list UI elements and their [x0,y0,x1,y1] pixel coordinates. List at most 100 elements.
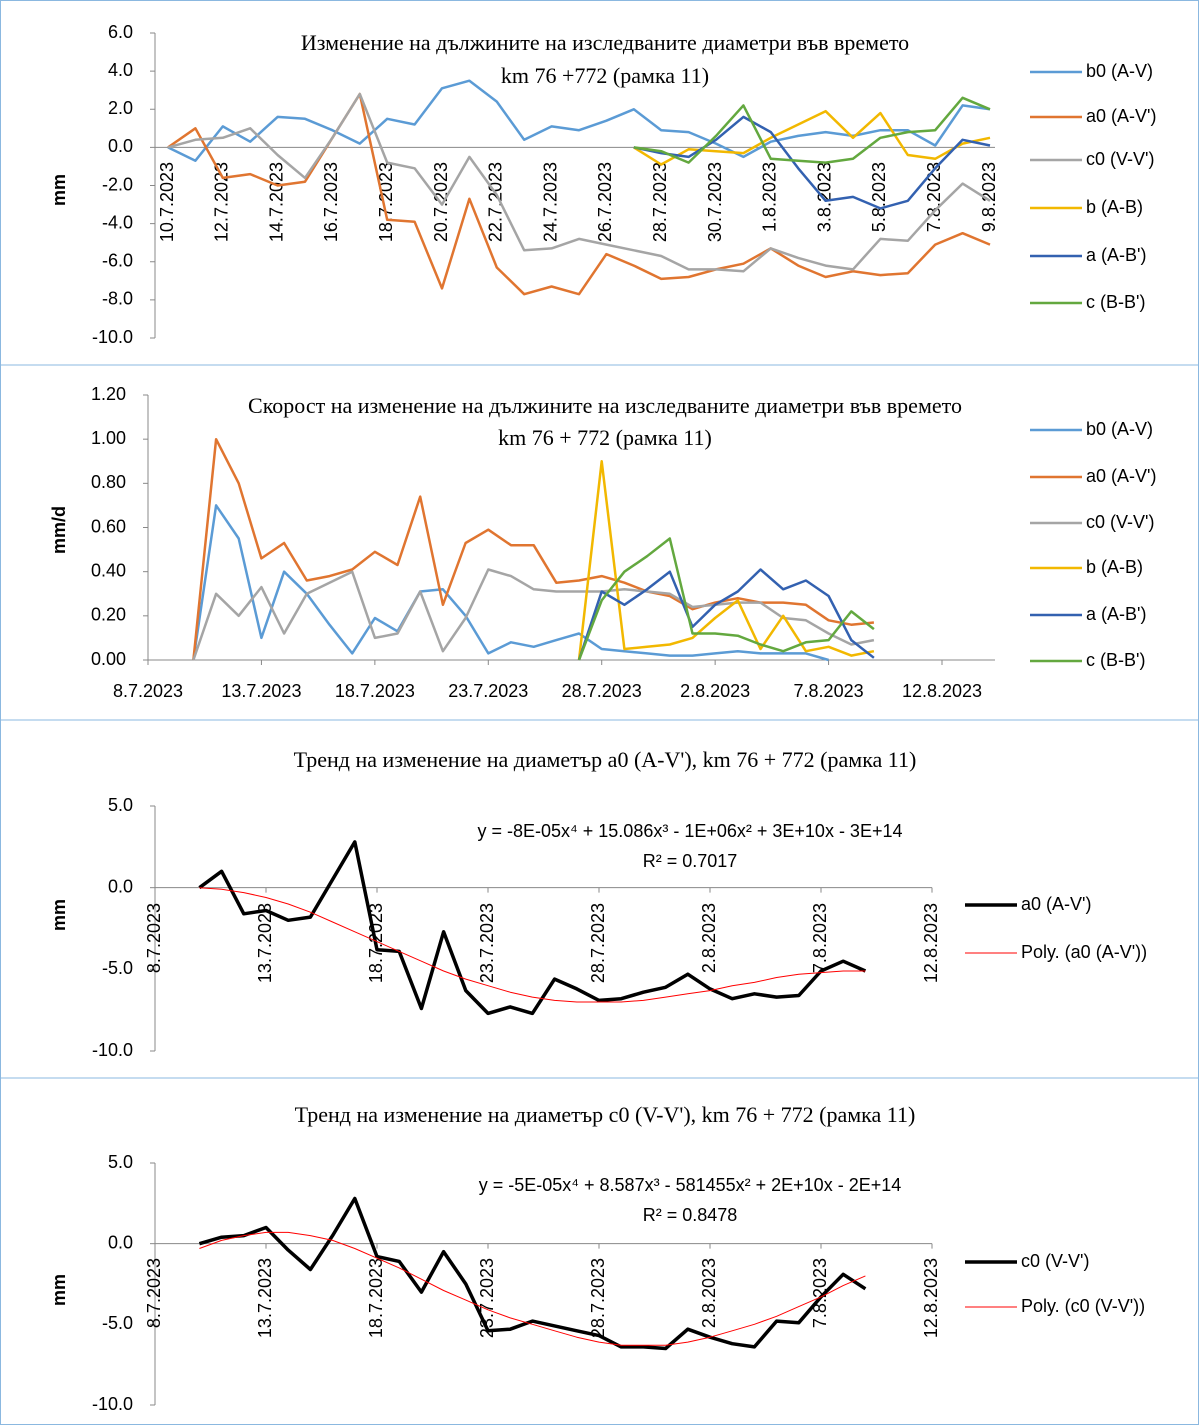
legend-label: a0 (A-V') [1086,106,1156,126]
x-tick-label: 24.7.2023 [540,162,560,242]
x-tick-label: 2.8.2023 [680,681,750,701]
y-tick-label: -8.0 [102,289,133,309]
y-tick-label: 0.00 [91,649,126,669]
chart-subtitle: km 76 + 772 (рамка 11) [498,425,712,450]
series-line [167,92,991,296]
y-tick-label: -10.0 [92,1394,133,1414]
x-tick-label: 7.8.2023 [794,681,864,701]
y-axis-label: mm [49,899,69,931]
x-tick-label: 10.7.2023 [157,162,177,242]
y-tick-label: 6.0 [108,22,133,42]
x-tick-label: 30.7.2023 [705,162,725,242]
x-tick-label: 8.7.2023 [144,1258,164,1328]
x-tick-label: 7.8.2023 [924,162,944,232]
legend-label: c0 (V-V') [1086,149,1154,169]
x-tick-label: 13.7.2023 [221,681,301,701]
chart-title: Скорост на изменение на дължините на изс… [248,393,962,418]
x-tick-label: 28.7.2023 [562,681,642,701]
x-tick-label: 16.7.2023 [321,162,341,242]
legend-label: Poly. (c0 (V-V')) [1021,1296,1145,1316]
y-tick-label: -10.0 [92,327,133,347]
series-line [577,568,875,661]
legend-label: a0 (A-V') [1021,894,1091,914]
x-tick-label: 12.8.2023 [921,903,941,983]
y-tick-label: -10.0 [92,1040,133,1060]
legend-label: a0 (A-V') [1086,466,1156,486]
x-tick-label: 9.8.2023 [979,162,999,232]
x-tick-label: 22.7.2023 [486,162,506,242]
y-tick-label: 1.00 [91,428,126,448]
x-tick-label: 2.8.2023 [699,1258,719,1328]
series-line [577,537,875,661]
y-tick-label: 0.80 [91,472,126,492]
x-tick-label: 5.8.2023 [869,162,889,232]
trend-equation: y = -8E-05x⁴ + 15.086x³ - 1E+06x² + 3E+1… [478,821,903,841]
x-tick-label: 18.7.2023 [376,162,396,242]
legend-label: b (A-B) [1086,197,1143,217]
y-axis-label: mm [49,1274,69,1306]
y-axis-label: mm/d [49,506,69,554]
x-tick-label: 7.8.2023 [810,1258,830,1328]
x-tick-label: 13.7.2023 [255,1258,275,1338]
series-line [167,92,991,273]
x-tick-label: 13.7.2023 [255,903,275,983]
x-tick-label: 2.8.2023 [699,903,719,973]
y-tick-label: 0.0 [108,876,133,896]
chart-title: Тренд на изменение на диаметър a0 (A-V')… [294,747,917,772]
y-tick-label: 2.0 [108,98,133,118]
legend-label: b0 (A-V) [1086,419,1153,439]
x-tick-label: 28.7.2023 [650,162,670,242]
series-line [199,887,866,1003]
x-tick-label: 3.8.2023 [814,162,834,232]
y-tick-label: -5.0 [102,958,133,978]
y-tick-label: -5.0 [102,1313,133,1333]
y-tick-label: -4.0 [102,212,133,232]
x-tick-label: 8.7.2023 [113,681,183,701]
series-line [198,840,867,1016]
r-squared: R² = 0.7017 [643,851,738,871]
y-tick-label: 1.20 [91,384,126,404]
series-line [167,79,991,162]
x-tick-label: 8.7.2023 [144,903,164,973]
y-tick-label: 4.0 [108,60,133,80]
series-line [577,460,875,661]
x-tick-label: 28.7.2023 [588,903,608,983]
legend-label: c (B-B') [1086,650,1145,670]
y-tick-label: 0.20 [91,605,126,625]
x-tick-label: 12.8.2023 [921,1258,941,1338]
y-axis-label: mm [49,174,69,206]
chart-subtitle: km 76 +772 (рамка 11) [501,63,709,88]
legend-label: b0 (A-V) [1086,61,1153,81]
y-tick-label: 5.0 [108,1152,133,1172]
x-tick-label: 12.7.2023 [212,162,232,242]
series-line [192,437,875,661]
x-tick-label: 14.7.2023 [266,162,286,242]
r-squared: R² = 0.8478 [643,1205,738,1225]
trend-equation: y = -5E-05x⁴ + 8.587x³ - 581455x² + 2E+1… [479,1175,902,1195]
y-tick-label: -2.0 [102,174,133,194]
legend-label: c0 (V-V') [1086,512,1154,532]
legend-label: a (A-B') [1086,245,1146,265]
legend-label: c (B-B') [1086,292,1145,312]
y-tick-label: 0.60 [91,516,126,536]
legend-label: Poly. (a0 (A-V')) [1021,942,1147,962]
x-tick-label: 26.7.2023 [595,162,615,242]
series-line [633,96,991,164]
series-line [192,504,829,662]
x-tick-label: 18.7.2023 [366,1258,386,1338]
x-tick-label: 12.8.2023 [902,681,982,701]
series-line [192,568,875,661]
series-line [199,1231,866,1346]
x-tick-label: 1.8.2023 [760,162,780,232]
y-tick-label: 0.0 [108,136,133,156]
x-tick-label: 23.7.2023 [477,903,497,983]
x-tick-label: 7.8.2023 [810,903,830,973]
series-line [633,109,991,166]
y-tick-label: 0.0 [108,1232,133,1252]
y-tick-label: -6.0 [102,251,133,271]
chart-title: Тренд на изменение на диаметър c0 (V-V')… [295,1102,916,1127]
legend-label: a (A-B') [1086,604,1146,624]
y-tick-label: 5.0 [108,795,133,815]
x-tick-label: 28.7.2023 [588,1258,608,1338]
